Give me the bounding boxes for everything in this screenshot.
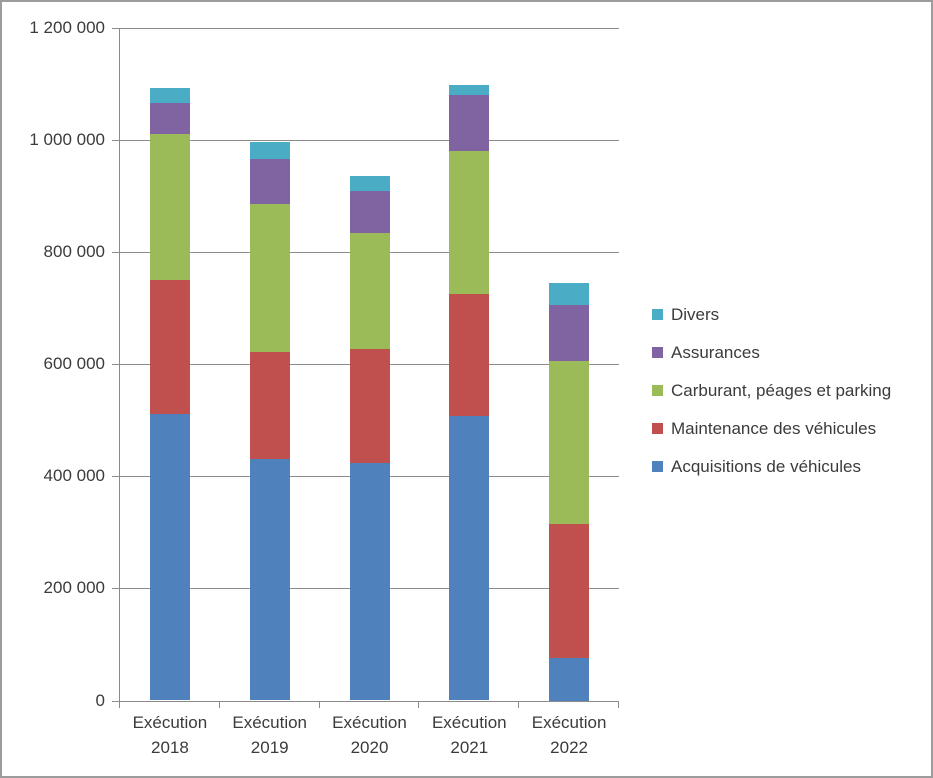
legend-label: Divers — [671, 304, 720, 324]
x-axis-tick — [618, 700, 619, 708]
bar-segment — [249, 459, 290, 701]
x-axis-label: Exécution 2020 — [320, 710, 420, 760]
x-axis-label-line1: Exécution — [431, 712, 507, 732]
x-axis-label-line2: 2018 — [150, 737, 189, 757]
legend-color-swatch — [652, 461, 663, 472]
y-axis-label: 600 000 — [43, 354, 105, 373]
legend: Divers Assurances Carburant, péages et par… — [652, 304, 892, 476]
x-axis-tick — [418, 700, 420, 708]
bar-segment — [449, 150, 490, 294]
bar-segment — [549, 523, 590, 659]
x-axis-label-line1: Exécution — [531, 712, 607, 732]
legend-label: Assurances — [671, 342, 760, 362]
legend-item: Carburant, péages et parking — [652, 380, 892, 400]
y-axis-tick — [112, 364, 119, 365]
bar-segment — [149, 87, 190, 104]
y-axis-label: 1 200 000 — [29, 17, 105, 37]
legend-label: Maintenance des véhicules — [671, 418, 877, 438]
x-axis-label-line1: Exécution — [232, 712, 308, 732]
x-axis-label: Exécution 2021 — [419, 710, 519, 760]
y-axis-tick — [112, 588, 119, 590]
legend-label: Carburant, péages et parking — [671, 380, 892, 400]
legend-item: Acquisitions de véhicules — [652, 456, 891, 476]
legend-item: Maintenance des véhicules — [652, 418, 891, 438]
gridline — [120, 27, 619, 29]
bar-segment — [149, 103, 190, 135]
y-axis-label: 0 — [95, 690, 105, 710]
bar-segment — [349, 348, 390, 464]
x-axis-label-line1: Exécution — [332, 712, 407, 732]
x-axis-tick — [119, 700, 120, 708]
legend-color-swatch — [652, 385, 663, 396]
legend-item: Divers — [652, 304, 891, 324]
bar-segment — [249, 141, 290, 160]
y-axis-tick — [112, 139, 119, 141]
bar-segment — [449, 416, 490, 701]
x-axis-label-line2: 2022 — [550, 737, 588, 757]
legend-item: Assurances — [652, 342, 891, 362]
y-axis-label: 200 000 — [43, 578, 105, 598]
x-axis-label: Exécution 2022 — [519, 710, 619, 760]
x-axis-tick — [218, 700, 220, 708]
y-axis-tick — [112, 476, 119, 478]
y-axis-label: 400 000 — [43, 466, 105, 486]
bar-segment — [149, 414, 190, 701]
bar-segment — [249, 159, 290, 205]
x-axis-tick — [318, 700, 320, 708]
legend-color-swatch — [652, 347, 663, 358]
y-axis-tick — [112, 251, 119, 253]
bar-segment — [549, 361, 590, 524]
gridline — [120, 139, 619, 141]
bar-segment — [349, 463, 390, 701]
bar-segment — [449, 84, 490, 95]
y-axis-label: 800 000 — [43, 241, 105, 261]
x-axis-label-line2: 2021 — [450, 737, 489, 757]
y-axis-tick — [112, 27, 119, 29]
bar-segment — [449, 293, 490, 417]
bar-segment — [549, 305, 590, 362]
x-axis-label: Exécution 2019 — [220, 710, 320, 760]
bar-segment — [149, 279, 190, 415]
legend-color-swatch — [652, 423, 663, 434]
bar-segment — [349, 191, 390, 234]
x-axis-label-line2: 2019 — [250, 737, 289, 757]
bar-segment — [349, 176, 390, 192]
x-axis-tick — [518, 700, 520, 708]
x-axis-label-line2: 2020 — [350, 737, 389, 757]
y-axis-tick — [112, 700, 119, 702]
bar-segment — [249, 204, 290, 352]
bar-segment — [449, 94, 490, 151]
legend-label: Acquisitions de véhicules — [671, 456, 861, 476]
y-axis-line — [119, 27, 120, 701]
bar-segment — [149, 134, 190, 280]
bar-segment — [249, 351, 290, 460]
bar-segment — [349, 233, 390, 349]
legend-color-swatch — [652, 309, 663, 320]
bar-segment — [549, 658, 590, 701]
x-axis-label-line1: Exécution — [132, 712, 208, 732]
x-axis-label: Exécution 2018 — [120, 710, 220, 760]
bar-segment — [549, 282, 590, 306]
y-axis-label: 1 000 000 — [29, 129, 105, 149]
x-axis-line — [119, 700, 619, 702]
